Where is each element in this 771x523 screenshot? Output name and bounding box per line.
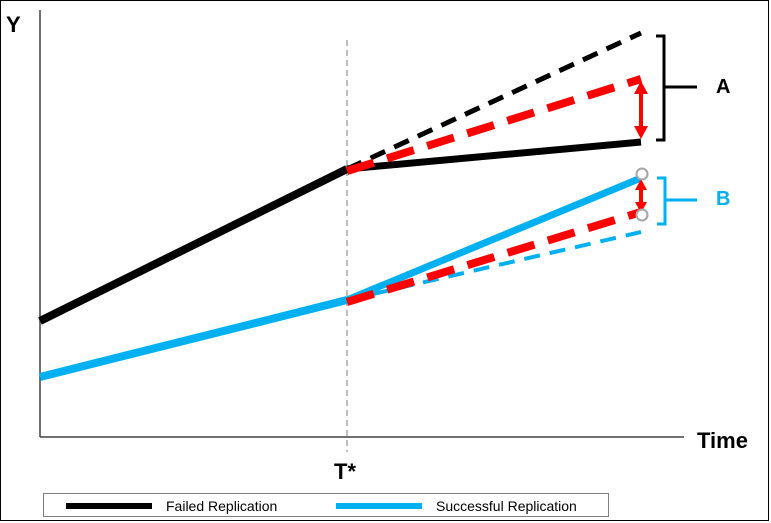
failed-pre-line	[38, 165, 349, 325]
bracket-a-label: A	[716, 76, 731, 98]
endpoint-circle-top	[635, 167, 649, 181]
bracket-b-label: B	[716, 188, 731, 210]
legend-swatch-successful	[336, 503, 422, 509]
gap-arrow-a	[634, 81, 648, 139]
bracket-b	[657, 176, 697, 226]
legend-item-failed: Failed Replication	[66, 497, 277, 515]
successful-counterfactual-red-dashed	[345, 208, 643, 306]
failed-counterfactual-red-dashed	[345, 75, 643, 175]
legend: Failed Replication Successful Replicatio…	[43, 493, 609, 517]
failed-post-line	[346, 138, 642, 173]
y-axis-label: Y	[6, 12, 21, 37]
gap-arrow-b	[635, 179, 647, 213]
legend-label-failed: Failed Replication	[166, 498, 278, 514]
legend-label-successful: Successful Replication	[436, 498, 577, 514]
endpoint-circle-bottom	[635, 208, 649, 222]
failed-projection-dashed	[345, 30, 643, 172]
successful-post-line	[345, 174, 643, 304]
t-star-label: T*	[334, 459, 356, 484]
legend-swatch-failed	[66, 503, 152, 509]
legend-item-successful: Successful Replication	[336, 497, 577, 515]
bracket-a	[656, 34, 697, 142]
successful-pre-line	[39, 296, 348, 381]
x-axis-label: Time	[697, 428, 748, 453]
